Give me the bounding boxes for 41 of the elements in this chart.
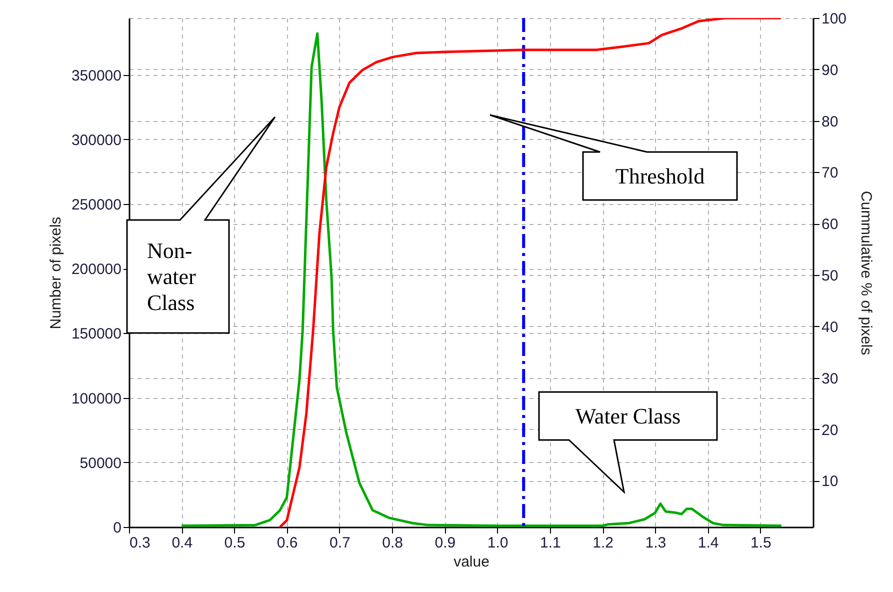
y2-tick-label: 100 <box>822 10 847 28</box>
y2-tick-label: 10 <box>822 473 838 490</box>
y-tick-label: 350000 <box>71 67 122 84</box>
annotation: Threshold <box>615 164 705 189</box>
y-tick-label: 100000 <box>71 390 122 408</box>
y2-tick-label: 90 <box>822 62 838 79</box>
x-tick-label: 0.8 <box>382 534 404 552</box>
y-tick-label: 300000 <box>71 132 122 149</box>
x-tick-label: 0.4 <box>172 534 193 552</box>
x-tick-label: 1.0 <box>487 534 508 552</box>
annotation: Non-water Class <box>147 238 197 316</box>
y2-tick-label: 60 <box>822 216 838 234</box>
y2-tick-label: 20 <box>822 422 838 439</box>
x-tick-label: 1.4 <box>698 534 719 552</box>
callout: Threshold <box>489 114 738 201</box>
line-series <box>278 18 782 527</box>
x-tick-label: 1.5 <box>750 534 772 552</box>
annotation: Water Class <box>575 404 681 429</box>
x-axis-title: value <box>454 554 490 570</box>
x-tick-label: 0.5 <box>224 534 246 552</box>
y2-tick-label: 30 <box>822 370 838 388</box>
x-tick-label: 1.1 <box>540 534 561 552</box>
x-tick-label: 0.9 <box>434 534 456 552</box>
y2-tick-label: 50 <box>822 268 838 285</box>
callout: Water Class <box>538 391 718 494</box>
y2-axis-title: Cummulative % of pixels <box>858 190 875 356</box>
y-tick-label: 0 <box>113 520 122 536</box>
y-tick-label: 50000 <box>80 454 122 472</box>
x-tick-label: 0.6 <box>276 534 298 552</box>
y2-tick-label: 70 <box>822 164 838 182</box>
y2-tick-label: 80 <box>822 113 838 130</box>
x-tick-label: 1.2 <box>592 534 614 552</box>
y-tick-label: 150000 <box>71 326 122 343</box>
y-tick-label: 250000 <box>71 196 122 214</box>
y-axis-title: Number of pixels <box>47 216 64 330</box>
x-tick-label: 0.7 <box>330 534 350 552</box>
callout: Non-water Class <box>126 116 276 334</box>
y-tick-label: 200000 <box>71 261 122 278</box>
x-tick-label: 0.3 <box>130 534 150 552</box>
x-tick-label: 1.3 <box>645 534 666 552</box>
y2-tick-label: 40 <box>822 318 838 336</box>
